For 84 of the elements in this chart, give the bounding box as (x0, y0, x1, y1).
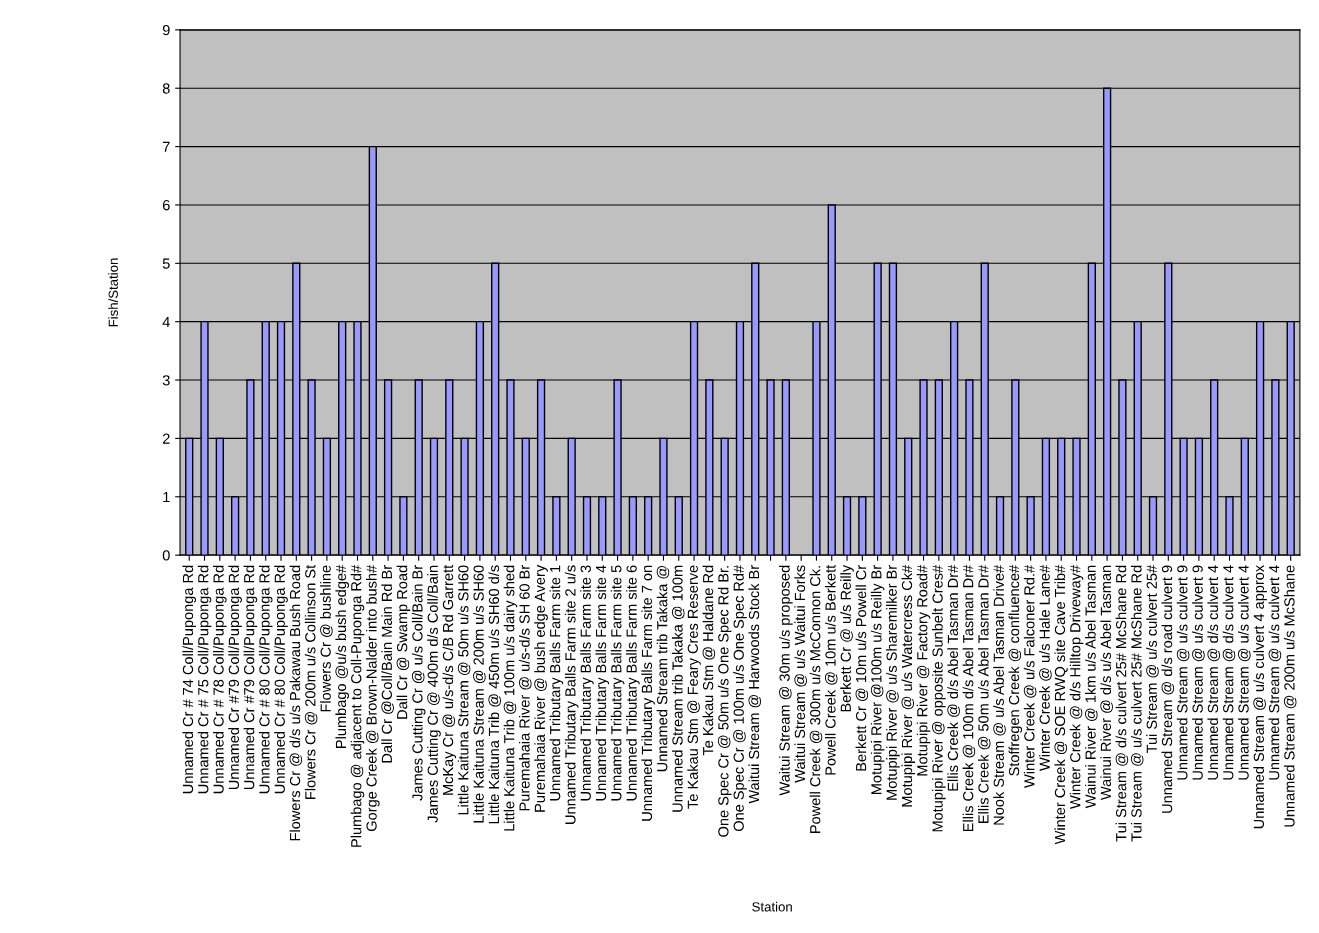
x-tick-label: Unnamed Cr # 74 Coll/Puponga Rd (182, 565, 197, 794)
x-tick-label: Unnamed Tributary Balls Farm site 1 (549, 565, 564, 801)
x-tick-label: Unnamed Stream @ d/s culvert 4 (1222, 565, 1236, 780)
x-tick-label: Ellis Creek @ 50m u/s Abel Tasman Dr# (977, 564, 991, 823)
x-tick-label: Powell Creek @ 300m u/s McConnon Ck. (809, 566, 823, 833)
x-tick-label: Little Kaituna Trib @ 100m u/s dairy shed (503, 565, 518, 831)
x-axis-title: Station (752, 901, 792, 912)
x-tick-label: Unnamed Cr # 80 Coll/Puponga Rd (258, 565, 273, 794)
y-tick-label: 2 (162, 433, 170, 444)
x-tick-label: Dall Cr @Coll/Bain Main Rd Br (381, 565, 394, 763)
x-tick-label: Motupipi River @ u/s Sharemilker Br (886, 565, 900, 800)
x-tick-label: Motupipi River @ Factory Road# (916, 564, 931, 776)
x-tick-label: Waitui Stream @ 30m u/s proposed (779, 565, 793, 796)
x-tick-label: Unnamed Cr # 78 Coll/Puponga Rd (213, 565, 227, 794)
x-tick-label: Unnamed Stream trib Takaka @ 100m (671, 565, 685, 812)
x-tick-label: Ellis Creek @ 100m d/s Abel Tasman Dr# (962, 564, 976, 832)
x-tick-label: Unnamed Stream @ u/s culvert 4 (1268, 565, 1282, 780)
x-tick-label: Puremahaia River @ bush edge Avery (534, 564, 548, 812)
x-tick-label: Unnamed Tributary Balls Farm site 6 (626, 565, 640, 801)
x-tick-label: Tui Stream @ u/s culvert 25# (1146, 564, 1159, 754)
x-tick-label: Unnamed Stream @ u/s culvert 9 (1192, 565, 1205, 780)
x-tick-label: Unnamed Stream @ u/s culvert 4 (1238, 565, 1251, 780)
x-tick-label: Motupipi River @ u/s Watercress Ck# (901, 564, 916, 807)
x-tick-label: Motupipi River @ opposite Sunbelt Cres# (932, 564, 946, 832)
x-tick-label: Unnamed Tributary Balls Farm site 3 (580, 565, 594, 801)
x-tick-label: Plumbago @ adjacent to Coll-Puponga Rd# (350, 564, 365, 847)
x-tick-label: McKay Cr @ u/s-d/s C/B Rd Garrett (442, 564, 457, 795)
y-tick-label: 0 (162, 550, 170, 561)
x-tick-label: Little Kaituna Stream @ 50m u/s SH60 (457, 565, 471, 815)
x-tick-label: Flowers Cr @ bushline (320, 565, 333, 712)
x-tick-label: Unnamed Cr #79 Coll/Puponga Rd (243, 565, 258, 790)
x-tick-label: Unnamed Tributary Balls Farm site 2 u/s (564, 565, 579, 824)
x-tick-label: Unnamed Tributary Balls Farm site 5 (610, 565, 625, 801)
x-tick-label: Little Kaituna Stream @ 200m u/s SH60 (473, 565, 486, 823)
x-tick-label: Motupipi River @100m u/s Reilly Br (870, 565, 885, 795)
y-tick-label: 5 (162, 258, 170, 269)
x-tick-label: Tui Stream @ d/s culvert 25# McShane Rd (1115, 565, 1129, 842)
x-tick-label: Little Kaituna Trib @ 450m u/s SH60 d/s (488, 565, 501, 824)
x-tick-label: One Spec Cr @ 100m u/s One Spec Rd# (733, 564, 747, 832)
x-tick-label: Unnamed Stream @ u/s culvert 9 (1176, 565, 1190, 780)
y-tick-label: 8 (162, 83, 170, 94)
x-tick-label: Plumbago @u/s bush edge# (335, 564, 349, 748)
x-tick-label: Unnamed Stream trib Takaka @ (656, 566, 670, 772)
x-tick-label: James Cutting Cr @ 400m d/s Coll/Bain (427, 565, 441, 823)
x-tick-label: Winter Creek @ u/s Hale Lane# (1039, 564, 1052, 771)
x-tick-label: One Spec Cr @ 50m u/s One Spec Rd Br. (717, 566, 732, 837)
y-tick-label: 9 (162, 24, 170, 36)
y-tick-label: 6 (162, 200, 170, 211)
x-tick-label: Te Kakau Stm @ Feary Cres Reserve (687, 565, 701, 809)
x-tick-label: Berkett Cr @ 10m u/s Powell Cr (855, 565, 869, 771)
x-tick-label: Flowers Cr @ d/s u/s Pakawau Bush Road (289, 565, 303, 841)
x-tick-label: James Cutting Cr @ u/s Coll/Bain Br (411, 565, 426, 801)
y-tick-label: 1 (163, 492, 170, 503)
x-tick-label: Waitui Stream @ u/s Waitui Forks (794, 565, 807, 783)
x-tick-label: Dall Cr @ Swamp Road (396, 565, 411, 719)
x-tick-label: Berkett Cr @ u/s Reilly (840, 564, 854, 712)
x-tick-label: Winter Creek @ SOE RWQ site Cave Trib# (1054, 564, 1068, 845)
y-tick-label: 3 (162, 375, 170, 386)
x-tick-label: Puremahaia River @ u/s-d/s SH 60 Br (518, 565, 532, 811)
x-tick-label: Unnamed Cr #79 Coll/Puponga Rd (228, 565, 242, 790)
x-tick-label: Nook Stream @ u/s Abel Tasman Drive# (993, 564, 1006, 825)
x-tick-label: Unnamed Stream @ d/s road culvert 9 (1161, 565, 1175, 813)
x-tick-label: Unnamed Stream @ 200m u/s McShane (1283, 565, 1297, 827)
x-tick-label: Unnamed Tributary Balls Farm site 7 on (641, 565, 655, 821)
x-tick-label: Unnamed Cr # 80 Coll/Puponga Rd (274, 565, 288, 794)
x-tick-label: Stoffregen Creek @ confluence# (1008, 564, 1023, 776)
y-tick-label: 7 (162, 141, 170, 152)
x-tick-label: Winter Creek @ u/s Falconer Rd.# (1023, 564, 1037, 788)
x-tick-label: Powell Creek @ 10m u/s Berkett (824, 564, 838, 775)
x-tick-label: Winter Creek @ d/s Hilltop Driveway# (1069, 564, 1084, 809)
y-tick-label: 4 (162, 316, 170, 327)
x-tick-label: Waitui Stream @ Harwoods Stock Br (748, 565, 762, 804)
x-tick-label: Unnamed Stream @ d/s culvert 4 (1207, 565, 1220, 780)
x-tick-label: Wainui River @ d/s u/s Abel Tasman (1100, 565, 1113, 801)
x-tick-label: Tui Stream @ u/s culvert 25# McShane Rd (1130, 565, 1144, 842)
x-tick-label: Te Kakau Stm @ Haldane Rd (702, 565, 716, 756)
x-tick-label: Flowers Cr @ 200m u/s Collinson St (304, 564, 318, 799)
x-tick-label: Ellis Creek @ d/s Abel Tasman Dr# (947, 564, 960, 791)
x-tick-label: Unnamed Cr # 75 Coll/Puponga Rd (197, 565, 212, 794)
x-tick-label: Unnamed Tributary Balls Farm site 4 (595, 565, 610, 801)
x-tick-label: Unnamed Stream @ u/s culvert 4 approx (1253, 565, 1267, 829)
x-tick-label: Wainui River @ 1km u/s Abel Tasman (1085, 565, 1098, 809)
x-tick-label: Gorge Creek @ Brown-Nalder into bush# (366, 564, 380, 831)
y-axis-title: Fish/Station (108, 258, 118, 327)
